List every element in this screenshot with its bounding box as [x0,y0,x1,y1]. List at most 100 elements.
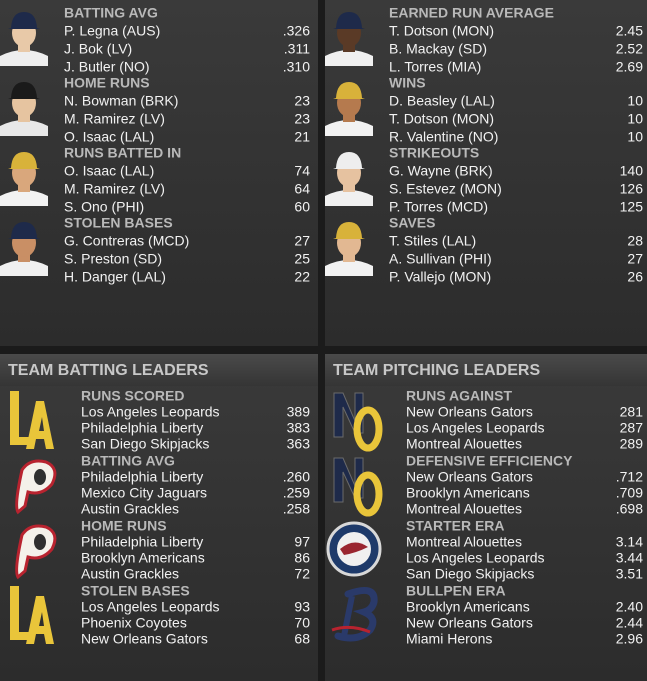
leader-value: 70 [294,615,310,631]
leader-value: 25 [294,251,310,267]
logo-a [26,401,54,449]
leader-value: 383 [287,420,311,436]
leader-value: 126 [620,181,644,197]
leader-name: T. Stiles (LAL) [389,233,476,249]
leader-value: .326 [283,23,310,39]
leader-value: 363 [287,436,311,452]
leader-value: 23 [294,93,310,109]
jersey [0,50,48,66]
cap [8,152,40,169]
leader-name: Los Angeles Leopards [81,404,220,420]
leader-value: 10 [627,93,643,109]
leader-value: 3.14 [616,534,643,550]
leader-name: G. Contreras (MCD) [64,233,189,249]
leader-name: New Orleans Gators [406,469,533,485]
category-title: STOLEN BASES [81,583,190,599]
leader-name: J. Butler (NO) [64,59,150,75]
logo-swoosh [331,625,371,634]
cap [333,82,365,99]
leader-name: O. Isaac (LAL) [64,129,154,145]
category-title: STRIKEOUTS [389,145,479,161]
cap [8,82,40,99]
logo-l [10,586,29,640]
leader-name: G. Wayne (BRK) [389,163,493,179]
logo-p-hole [34,469,46,485]
leader-name: Philadelphia Liberty [81,420,203,436]
leader-value: .698 [616,501,643,517]
team-logo [10,586,54,644]
logo-b-stem [341,595,355,637]
player-portrait [0,82,48,136]
leader-name: Phoenix Coyotes [81,615,187,631]
leader-value: 74 [294,163,310,179]
category-title: HOME RUNS [81,518,167,534]
leader-name: Brooklyn Americans [406,599,530,615]
team-logo [326,521,382,577]
leader-value: 27 [294,233,310,249]
leader-value: .258 [283,501,310,517]
logo-bird [340,542,368,555]
leader-name: Los Angeles Leopards [406,550,545,566]
logo-o [353,406,383,452]
leader-name: M. Ramirez (LV) [64,111,165,127]
leader-value: 64 [294,181,310,197]
jersey [325,260,373,276]
leader-name: H. Danger (LAL) [64,269,166,285]
leader-value: 22 [294,269,310,285]
leader-value: 72 [294,566,310,582]
category-title: RUNS AGAINST [406,388,512,404]
leader-name: L. Torres (MIA) [389,59,481,75]
leader-value: 26 [627,269,643,285]
jersey [0,190,48,206]
leader-name: Philadelphia Liberty [81,534,203,550]
leader-name: R. Valentine (NO) [389,129,498,145]
leader-name: S. Ono (PHI) [64,199,144,215]
leader-name: Austin Grackles [81,501,179,517]
team-logo [15,459,57,515]
jersey [325,50,373,66]
leader-value: 287 [620,420,644,436]
leader-name: S. Estevez (MON) [389,181,502,197]
leader-name: Mexico City Jaguars [81,485,207,501]
leader-name: Brooklyn Americans [406,485,530,501]
leader-name: P. Legna (AUS) [64,23,160,39]
jersey [325,190,373,206]
leader-name: New Orleans Gators [81,631,208,647]
team-logo [15,524,57,580]
leader-value: 23 [294,111,310,127]
jersey [0,120,48,136]
cap [333,152,365,169]
panel [0,354,318,681]
panel [325,0,647,346]
leader-value: .709 [616,485,643,501]
cap [8,12,40,29]
team-logo [333,392,383,452]
leader-value: 289 [620,436,644,452]
cap [8,222,40,239]
leader-value: .310 [283,59,310,75]
leader-name: Philadelphia Liberty [81,469,203,485]
category-title: RUNS SCORED [81,388,184,404]
leader-name: M. Ramirez (LV) [64,181,165,197]
leader-name: Los Angeles Leopards [81,599,220,615]
cap [333,222,365,239]
category-title: SAVES [389,215,435,231]
leader-name: Montreal Alouettes [406,436,522,452]
leader-name: Austin Grackles [81,566,179,582]
category-title: STARTER ERA [406,518,505,534]
panel [325,354,647,681]
logo-o [353,471,383,517]
leader-value: 281 [620,404,644,420]
leader-value: 125 [620,199,644,215]
player-portrait [325,12,373,66]
player-portrait [325,152,373,206]
panel-title: TEAM PITCHING LEADERS [333,362,540,379]
team-logo [10,391,54,449]
leader-name: S. Preston (SD) [64,251,162,267]
leader-value: .260 [283,469,310,485]
leader-value: 10 [627,129,643,145]
player-portrait [325,222,373,276]
leader-value: .259 [283,485,310,501]
leader-name: P. Torres (MCD) [389,199,488,215]
